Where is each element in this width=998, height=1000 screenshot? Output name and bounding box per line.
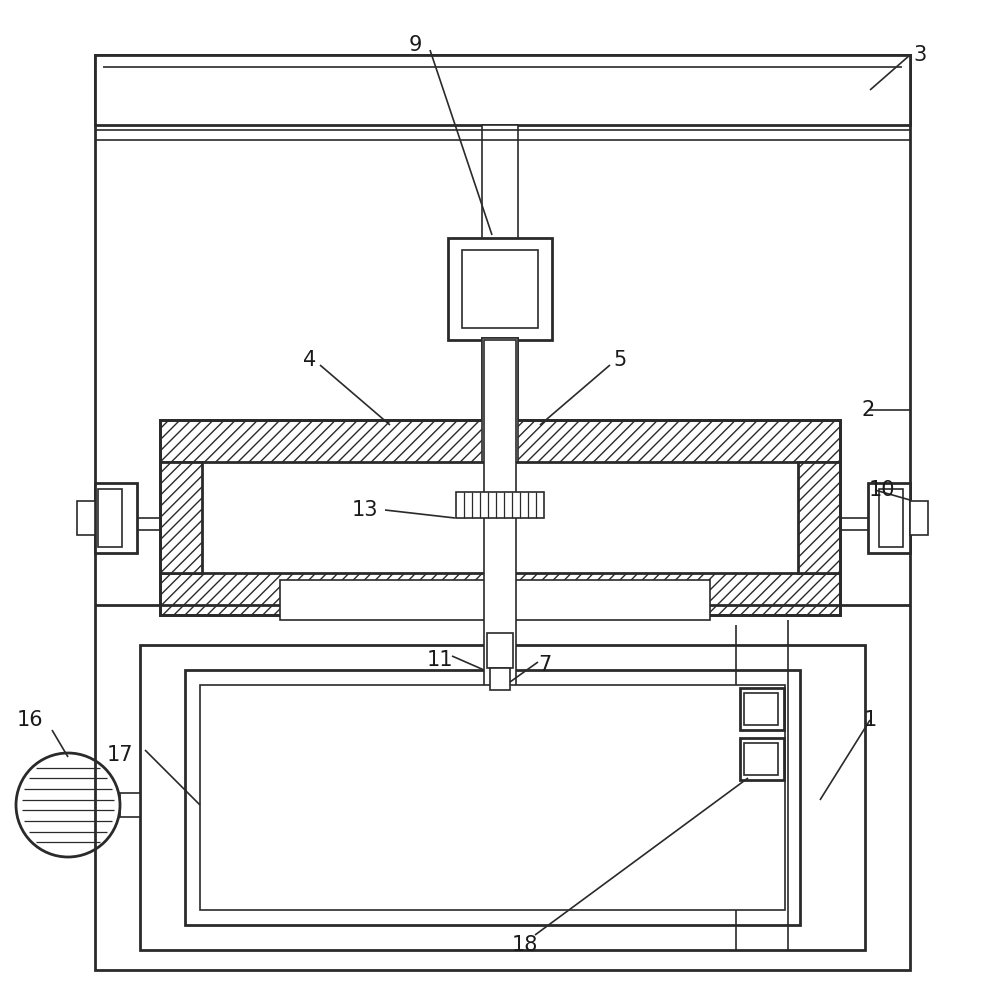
Text: 5: 5: [614, 350, 627, 370]
Bar: [448, 238, 552, 340]
Text: 4: 4: [303, 350, 316, 370]
Bar: [490, 668, 510, 690]
Bar: [95, 483, 137, 553]
Bar: [200, 685, 785, 910]
Bar: [280, 580, 710, 620]
Text: 18: 18: [512, 935, 538, 955]
Bar: [95, 55, 910, 125]
Bar: [160, 420, 840, 462]
Bar: [160, 420, 840, 615]
Text: 3: 3: [913, 45, 926, 65]
Bar: [740, 688, 784, 730]
Text: 17: 17: [107, 745, 134, 765]
Bar: [160, 573, 840, 615]
Bar: [868, 483, 910, 553]
Bar: [482, 338, 518, 420]
Text: 13: 13: [351, 500, 378, 520]
Text: 11: 11: [427, 650, 453, 670]
Text: 16: 16: [17, 710, 43, 730]
Bar: [910, 501, 928, 535]
Bar: [140, 645, 865, 950]
Bar: [744, 743, 778, 775]
Bar: [744, 693, 778, 725]
Text: 1: 1: [863, 710, 876, 730]
Bar: [482, 338, 518, 462]
Bar: [185, 670, 800, 925]
Bar: [462, 250, 538, 328]
Bar: [98, 489, 122, 547]
Bar: [482, 125, 518, 240]
Bar: [740, 738, 784, 780]
Bar: [77, 501, 95, 535]
Text: 2: 2: [861, 400, 874, 420]
Bar: [160, 462, 202, 573]
Text: 9: 9: [408, 35, 422, 55]
Bar: [798, 462, 840, 573]
Bar: [95, 55, 910, 970]
Text: 10: 10: [868, 480, 895, 500]
Bar: [879, 489, 903, 547]
Bar: [486, 420, 514, 700]
Bar: [456, 492, 544, 518]
Bar: [484, 340, 516, 695]
Text: 7: 7: [538, 655, 552, 675]
Bar: [487, 633, 513, 668]
Bar: [120, 793, 140, 817]
